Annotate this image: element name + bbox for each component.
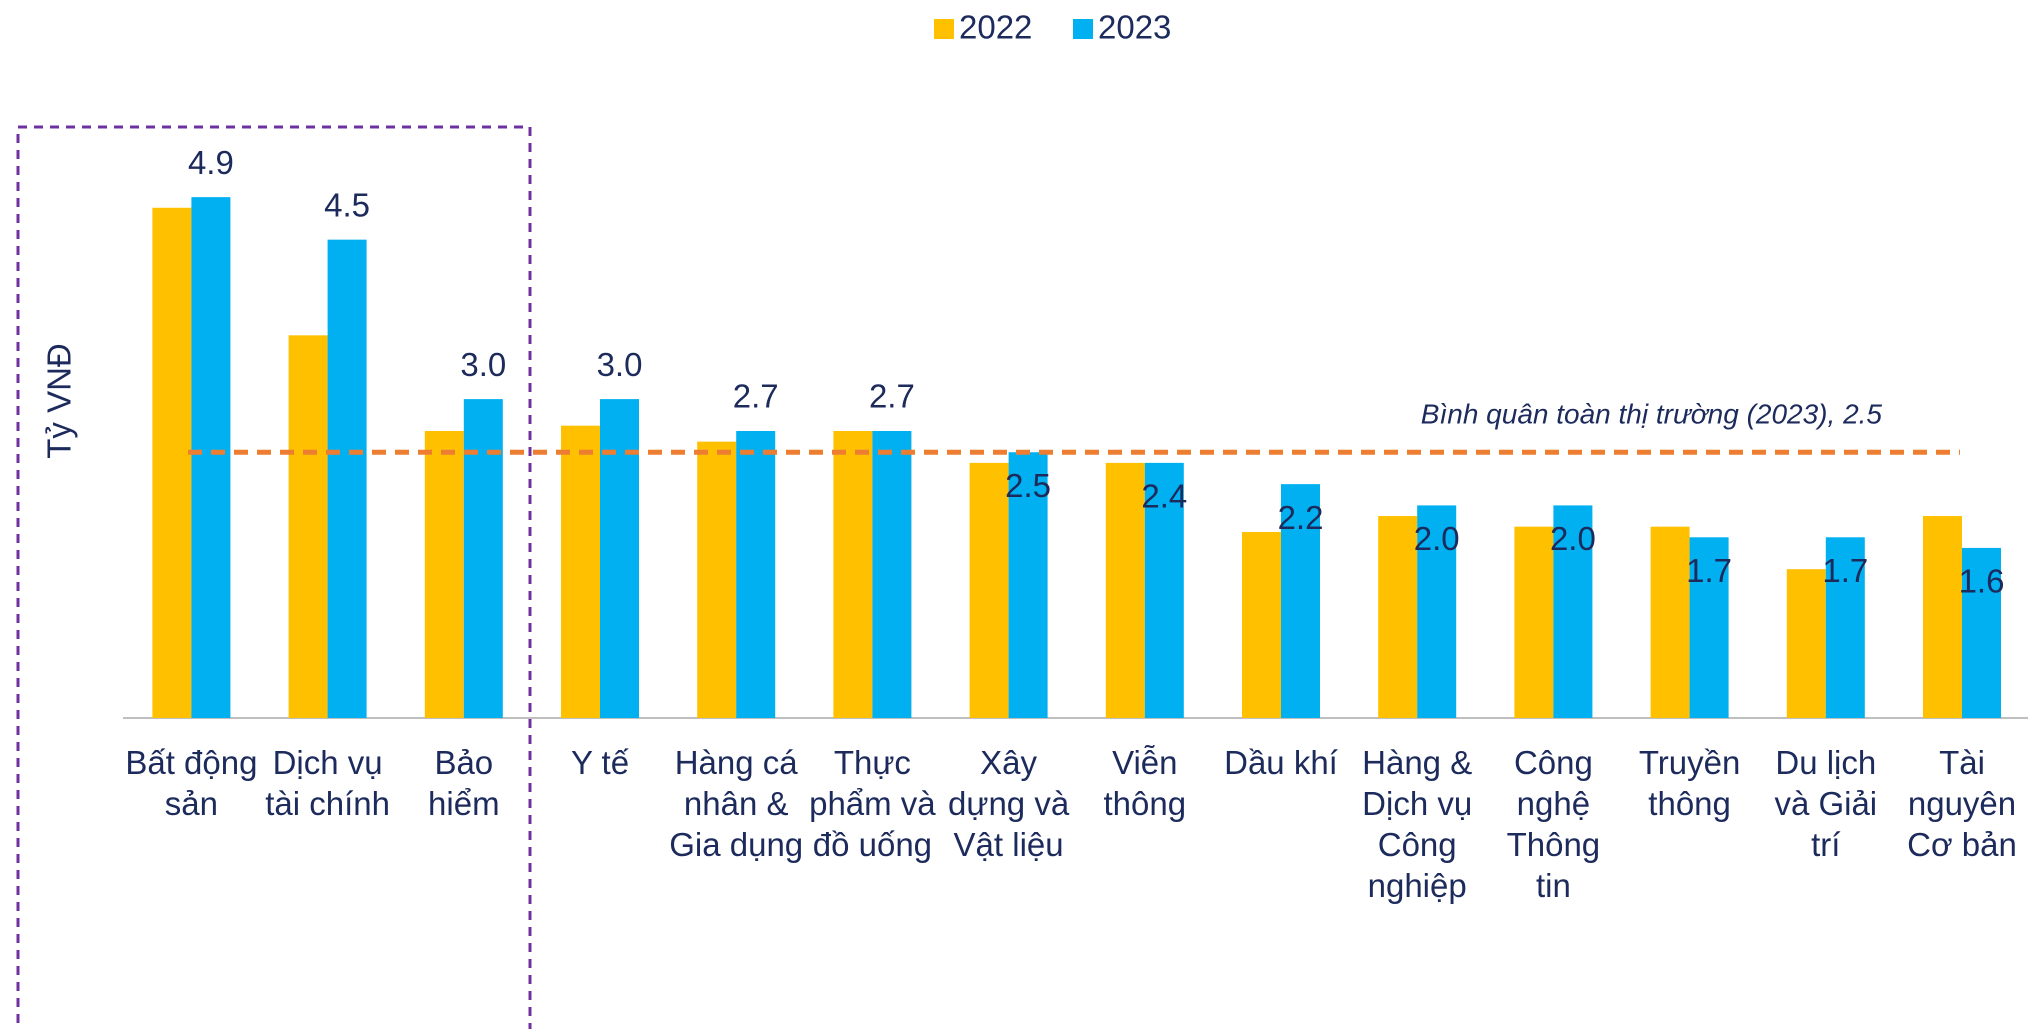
bar (1923, 516, 1962, 718)
x-tick-label: Hàng & Dịch vụ Công nghiệp (1362, 744, 1473, 904)
bar (1689, 537, 1729, 718)
bar (561, 425, 600, 718)
bar (872, 430, 912, 718)
bar (1417, 505, 1457, 718)
x-tick-label: Công nghệ Thông tin (1506, 744, 1601, 904)
data-label: 3.0 (460, 346, 506, 383)
bar (1281, 484, 1320, 718)
data-label: 2.0 (1550, 520, 1596, 557)
legend-swatch (934, 19, 954, 39)
x-tick-label: Hàng cá nhân & Gia dụng (669, 744, 804, 863)
x-tick-label: Du lịch và Giải trí (1774, 744, 1878, 863)
data-label: 2.4 (1141, 478, 1187, 515)
x-tick-label: Xây dựng và Vật liệu (948, 744, 1070, 863)
bar (1008, 452, 1048, 718)
data-label: 2.7 (869, 378, 915, 415)
bar (697, 441, 737, 718)
bar (1553, 505, 1593, 718)
data-label: 1.7 (1686, 552, 1732, 589)
bar (1105, 462, 1145, 718)
x-tick-label: Viễn thông (1103, 744, 1187, 822)
bar (463, 399, 503, 718)
bar (1650, 526, 1690, 718)
bar (327, 239, 367, 718)
x-tick-label: Dịch vụ tài chính (265, 744, 390, 822)
bar (288, 335, 328, 718)
highlight-box (16, 125, 532, 1029)
x-tick-label: Bất động sản (125, 744, 258, 822)
data-label: 4.9 (188, 144, 234, 181)
bar (1514, 526, 1554, 718)
reference-label: Bình quân toàn thị trường (2023), 2.5 (1421, 398, 1883, 429)
x-tick-label: Thực phẩm và đồ uống (809, 744, 936, 863)
bar (969, 462, 1009, 718)
x-tick-label: Tài nguyên Cơ bản (1907, 744, 2017, 863)
y-axis-label: Tỷ VNĐ (41, 343, 78, 459)
bar (1786, 569, 1826, 718)
x-tick-label: Dầu khí (1224, 744, 1338, 781)
bar (600, 399, 639, 718)
data-label: 3.0 (597, 346, 643, 383)
data-label: 4.5 (324, 186, 370, 223)
bar (152, 207, 192, 718)
legend-label: 2022 (959, 9, 1032, 46)
bar (1825, 537, 1865, 718)
legend-swatch (1073, 19, 1093, 39)
x-tick-label: Truyền thông (1638, 744, 1741, 822)
bar (424, 430, 464, 718)
bar (1144, 462, 1184, 718)
data-label: 1.6 (1959, 563, 2005, 600)
bar (833, 430, 873, 718)
data-label: 2.0 (1414, 520, 1460, 557)
bar (1242, 531, 1281, 718)
data-label: 2.2 (1278, 499, 1324, 536)
x-tick-label: Bảo hiểm (428, 744, 500, 822)
legend-label: 2023 (1098, 9, 1171, 46)
x-tick-label: Y tế (570, 744, 630, 781)
bar (1378, 516, 1418, 718)
data-label: 2.5 (1005, 467, 1051, 504)
bar (736, 430, 776, 718)
bar (1962, 547, 2001, 718)
data-label: 1.7 (1822, 552, 1868, 589)
bar (191, 197, 231, 718)
data-label: 2.7 (733, 378, 779, 415)
